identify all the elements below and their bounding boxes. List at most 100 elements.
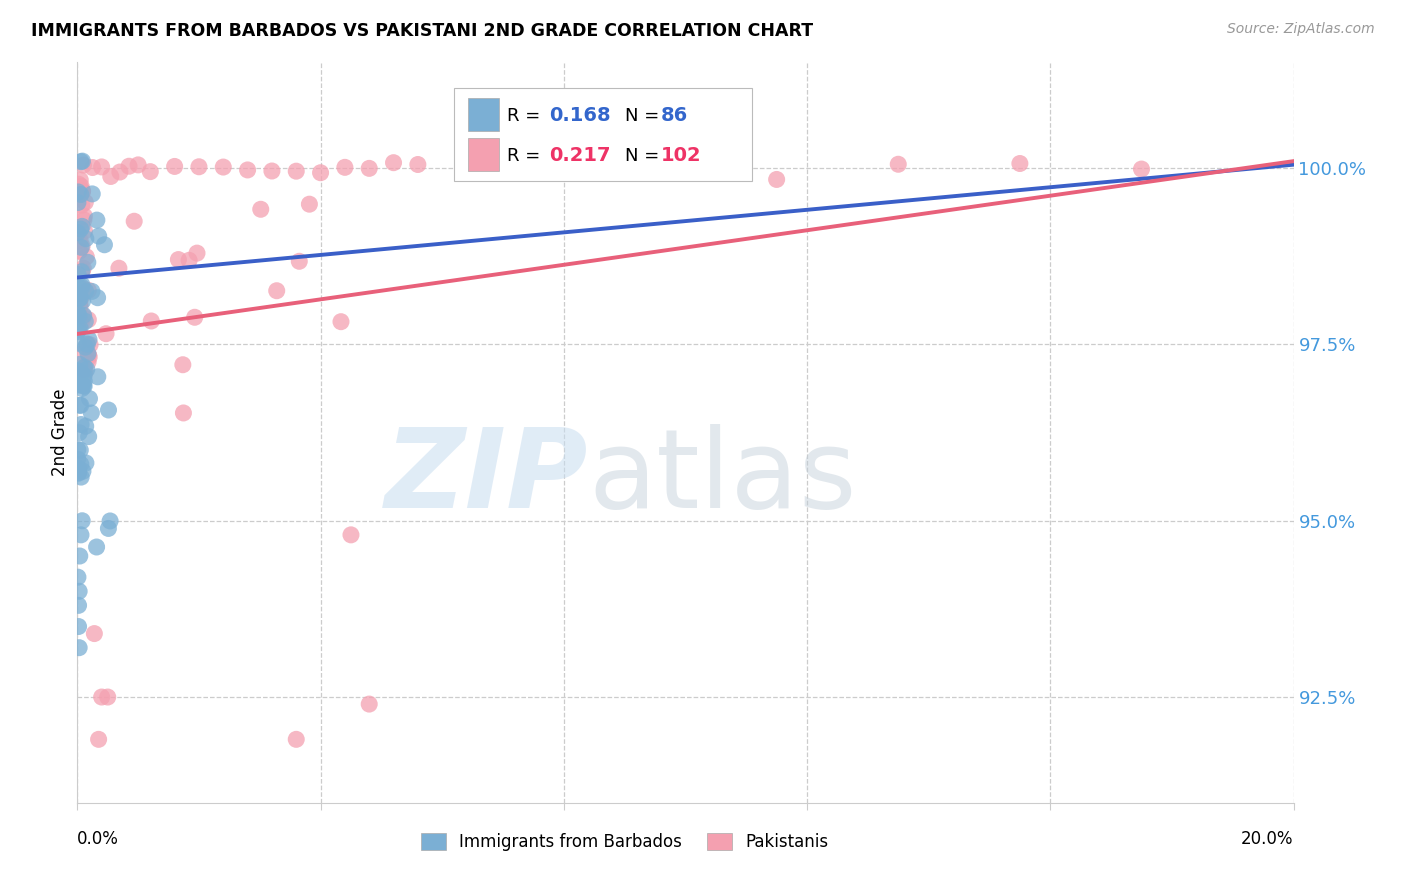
Text: 0.217: 0.217 [550,146,610,165]
Text: IMMIGRANTS FROM BARBADOS VS PAKISTANI 2ND GRADE CORRELATION CHART: IMMIGRANTS FROM BARBADOS VS PAKISTANI 2N… [31,22,813,40]
Point [98,514,121,528]
Point [72,158,94,172]
Point [77,312,100,326]
Point [73,368,96,383]
Point [340,528,363,542]
Point [167,252,190,267]
Point [73,360,96,375]
FancyBboxPatch shape [468,98,499,131]
Point [75,285,97,299]
Point [77,283,100,297]
Point [80,406,103,420]
Point [141,314,163,328]
Text: atlas: atlas [588,424,856,531]
Point [79,337,101,351]
Point [67,584,90,599]
Point [86,540,108,554]
Point [70,470,93,484]
Point [70,179,93,194]
Point [72,184,94,198]
Point [266,284,288,298]
Point [90,160,112,174]
Point [90,690,112,704]
Point [183,310,205,325]
Legend: Immigrants from Barbados, Pakistanis: Immigrants from Barbados, Pakistanis [415,826,835,857]
Text: 0.0%: 0.0% [77,830,120,847]
Point [67,280,90,294]
Point [67,373,90,387]
Point [69,398,91,412]
Point [66,226,89,240]
Point [72,184,94,198]
Point [72,464,94,478]
Point [66,462,89,476]
Point [67,268,90,282]
Point [67,599,90,613]
Point [75,419,97,434]
Point [76,255,98,269]
Point [69,443,91,458]
Point [72,264,94,278]
Point [94,326,117,341]
Point [86,213,108,227]
Point [66,306,89,320]
Point [186,246,208,260]
Point [73,365,96,379]
Point [67,640,90,655]
Point [70,219,93,234]
Point [309,166,332,180]
Point [67,378,90,392]
Point [66,195,89,210]
Point [100,169,122,184]
Point [67,286,90,301]
Point [67,309,90,323]
Point [69,358,91,372]
Point [69,398,91,412]
Point [359,697,381,711]
Text: Source: ZipAtlas.com: Source: ZipAtlas.com [1227,22,1375,37]
FancyBboxPatch shape [468,138,499,170]
Point [172,406,194,420]
Point [73,310,96,324]
Point [69,291,91,305]
Point [69,173,91,187]
Point [118,159,141,173]
Point [67,292,90,306]
Point [188,160,211,174]
Point [69,222,91,236]
Point [333,161,356,175]
Point [87,229,110,244]
Point [179,253,201,268]
Point [1130,162,1153,177]
Point [66,325,89,339]
Point [87,732,110,747]
Text: 86: 86 [661,106,689,126]
Point [73,374,96,388]
Point [67,185,90,199]
Point [86,291,108,305]
Point [82,161,104,175]
Text: ZIP: ZIP [385,424,588,531]
Point [260,164,283,178]
Point [69,187,91,202]
Point [73,209,96,223]
Point [70,347,93,361]
Text: N =: N = [624,107,665,125]
Point [70,239,93,253]
Point [70,316,93,330]
Point [72,154,94,169]
Point [67,302,90,317]
Point [72,261,94,276]
Point [77,355,100,369]
Point [236,163,259,178]
Point [66,452,89,467]
Point [69,244,91,259]
Point [97,690,120,704]
Point [75,340,97,354]
Point [67,619,90,633]
Point [83,626,105,640]
Point [172,358,194,372]
Point [298,197,321,211]
Point [69,457,91,471]
Point [67,462,90,476]
